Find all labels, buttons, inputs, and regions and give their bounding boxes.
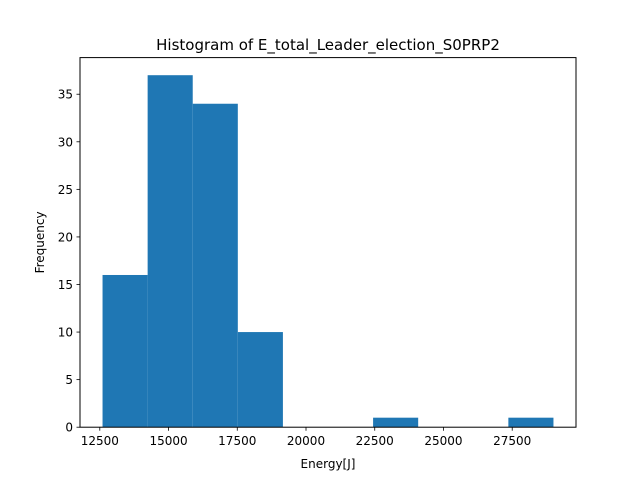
x-tick-label: 22500 xyxy=(356,434,394,448)
y-tick-label: 20 xyxy=(58,230,73,244)
y-axis-label: Frequency xyxy=(33,211,47,273)
y-tick-label: 15 xyxy=(58,278,73,292)
x-tick-label: 25000 xyxy=(424,434,462,448)
x-tick-label: 12500 xyxy=(81,434,119,448)
bars-group xyxy=(102,75,554,428)
histogram-bar xyxy=(373,417,419,428)
x-tick-label: 17500 xyxy=(218,434,256,448)
histogram-bar xyxy=(147,75,193,428)
x-tick-label: 27500 xyxy=(493,434,531,448)
y-tick-label: 5 xyxy=(65,373,73,387)
axes-frame xyxy=(79,57,577,428)
histogram-bar xyxy=(192,103,238,428)
histogram-bar xyxy=(102,274,148,428)
x-axis-ticks: 12500 15000 17500 20000 22500 25000 27500 xyxy=(81,427,531,448)
y-tick-label: 35 xyxy=(58,88,73,102)
y-tick-label: 30 xyxy=(58,135,73,149)
histogram-bar xyxy=(508,417,554,428)
x-tick-label: 15000 xyxy=(149,434,187,448)
chart-title: Histogram of E_total_Leader_election_S0P… xyxy=(156,36,500,55)
histogram-bar xyxy=(237,332,283,428)
y-tick-label: 0 xyxy=(65,421,73,435)
y-tick-label: 25 xyxy=(58,183,73,197)
x-axis-label: Energy[J] xyxy=(301,457,356,471)
x-tick-label: 20000 xyxy=(287,434,325,448)
y-tick-label: 10 xyxy=(58,326,73,340)
y-axis-ticks: 0 5 10 15 20 25 30 35 xyxy=(58,88,80,435)
